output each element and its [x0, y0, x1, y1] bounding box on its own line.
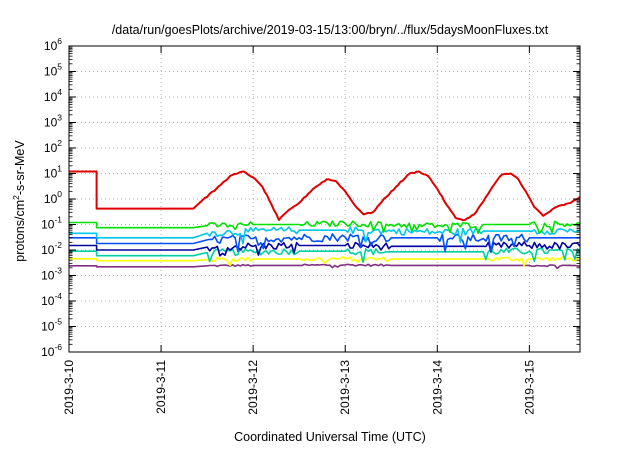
y-tick-label: 104 [44, 87, 62, 104]
y-axis-label: protons/cm2-s-sr-MeV [11, 140, 27, 262]
y-tick-label: 106 [44, 36, 62, 53]
series-line [69, 247, 581, 264]
y-axis-label-pre: protons/cm [13, 200, 27, 262]
x-axis-label: Coordinated Universal Time (UTC) [234, 430, 426, 444]
y-tick-label: 10-3 [41, 266, 62, 283]
y-axis-label-post: -s-sr-MeV [13, 140, 27, 196]
series-line [69, 226, 581, 245]
y-tick-label: 105 [44, 62, 62, 79]
x-tick-label: 2019-3-15 [522, 360, 536, 415]
series-group [69, 170, 581, 270]
y-tick-label: 10-6 [41, 342, 62, 359]
grid [69, 46, 580, 352]
x-tick-label: 2019-3-10 [62, 360, 76, 415]
series-line [69, 220, 581, 234]
y-tick-label: 101 [44, 164, 62, 181]
x-tick-label: 2019-3-14 [430, 360, 444, 415]
x-tick-label: 2019-3-13 [338, 360, 352, 415]
x-axis-ticks: 2019-3-10 2019-3-11 2019-3-12 2019-3-13 2019… [62, 46, 536, 415]
y-tick-label: 10-1 [41, 215, 62, 232]
y-tick-label: 100 [44, 189, 62, 206]
y-tick-label: 102 [44, 138, 62, 155]
y-tick-label: 10-5 [41, 317, 62, 334]
series-line [69, 241, 581, 257]
y-tick-label: 103 [44, 113, 62, 130]
y-axis-ticks: 106 105 104 103 102 101 100 10-1 10-2 10-3 10-4 10-… [41, 36, 580, 359]
y-axis-label-sup: 2 [11, 195, 21, 200]
x-tick-label: 2019-3-12 [246, 360, 260, 415]
series-line [69, 255, 581, 267]
series-line [69, 170, 581, 222]
y-tick-label: 10-4 [41, 291, 62, 308]
y-tick-label: 10-2 [41, 240, 62, 257]
x-tick-label: 2019-3-11 [154, 360, 168, 414]
series-line [69, 263, 581, 270]
series-line [69, 233, 580, 253]
chart-title: /data/run/goesPlots/archive/2019-03-15/1… [112, 23, 549, 37]
